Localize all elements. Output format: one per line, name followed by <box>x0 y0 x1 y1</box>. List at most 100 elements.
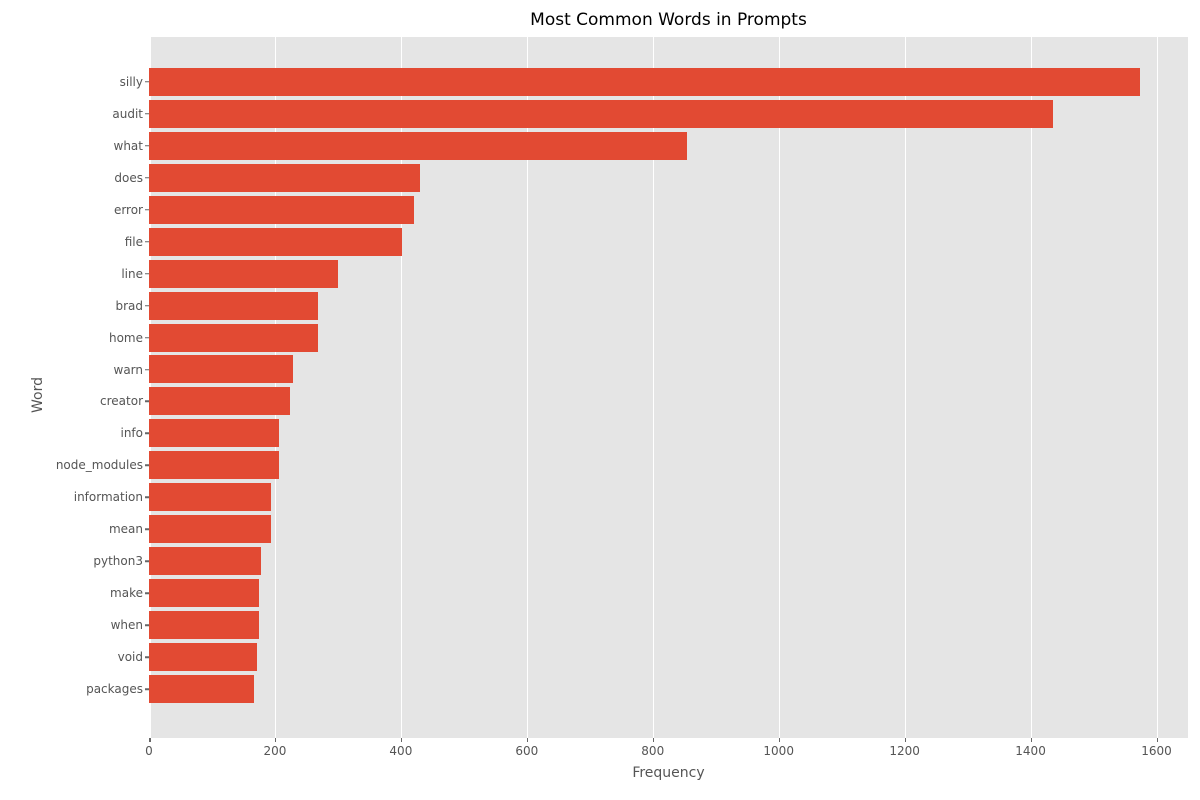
bar-row-file <box>149 226 1188 258</box>
ytick-mark-line <box>145 272 149 275</box>
ytick-mark-what <box>145 145 149 147</box>
xtick-label-400: 400 <box>389 744 413 758</box>
gridline-x-800 <box>652 37 655 738</box>
bar-brad <box>149 291 319 320</box>
ytick-label-void: void <box>117 650 143 665</box>
chart-title: Most Common Words in Prompts <box>530 10 807 30</box>
xtick-mark-0 <box>149 738 151 742</box>
bar-row-warn <box>149 353 1188 385</box>
gridline-x-600 <box>526 37 529 738</box>
ytick-label-what: what <box>113 138 143 153</box>
gridline-x-400 <box>400 37 403 738</box>
ytick-mark-silly <box>145 81 149 83</box>
bar-row-line <box>149 258 1188 290</box>
bar-creator <box>149 387 291 416</box>
ytick-mark-info <box>145 432 149 435</box>
ytick-label-home: home <box>108 330 143 345</box>
bar-mean <box>149 515 272 544</box>
xtick-mark-800 <box>652 738 655 742</box>
xtick-mark-1600 <box>1156 738 1158 742</box>
bar-row-audit <box>149 98 1188 130</box>
bar-row-python3 <box>149 545 1188 577</box>
bar-home <box>149 323 318 352</box>
ytick-label-creator: creator <box>100 394 143 409</box>
bar-error <box>149 195 415 224</box>
xtick-label-200: 200 <box>263 744 287 758</box>
bar-row-brad <box>149 290 1188 322</box>
x-axis-label: Frequency <box>632 765 705 781</box>
bar-row-packages <box>149 673 1188 705</box>
bar-row-make <box>149 577 1188 609</box>
ytick-mark-make <box>145 592 149 594</box>
ytick-label-silly: silly <box>119 74 143 89</box>
ytick-label-does: does <box>114 170 143 185</box>
ytick-mark-does <box>145 177 149 179</box>
bar-row-mean <box>149 513 1188 545</box>
bar-row-error <box>149 194 1188 226</box>
ytick-label-make: make <box>110 586 143 601</box>
ytick-mark-packages <box>145 688 149 690</box>
ytick-mark-creator <box>145 400 149 403</box>
ytick-mark-brad <box>145 304 149 307</box>
bar-row-does <box>149 162 1188 194</box>
ytick-label-file: file <box>124 234 143 249</box>
ytick-label-brad: brad <box>115 298 143 313</box>
ytick-mark-file <box>145 240 149 243</box>
xtick-mark-400 <box>400 738 403 742</box>
ytick-mark-node_modules <box>145 464 149 467</box>
bar-row-home <box>149 322 1188 354</box>
ytick-label-warn: warn <box>113 362 144 377</box>
ytick-label-audit: audit <box>112 106 143 121</box>
bar-does <box>149 163 420 192</box>
xtick-mark-600 <box>526 738 529 742</box>
ytick-label-information: information <box>73 490 143 505</box>
xtick-label-600: 600 <box>515 744 539 758</box>
bar-information <box>149 483 272 512</box>
bar-packages <box>149 674 255 703</box>
ytick-label-mean: mean <box>108 522 143 537</box>
ytick-mark-warn <box>145 368 149 371</box>
bar-info <box>149 419 279 448</box>
xtick-mark-1000 <box>778 738 781 742</box>
ytick-mark-when <box>145 624 149 626</box>
bar-row-void <box>149 641 1188 673</box>
xtick-mark-1200 <box>904 738 907 742</box>
ytick-label-packages: packages <box>86 682 143 697</box>
bar-what <box>149 131 688 160</box>
gridline-x-1000 <box>778 37 781 738</box>
bar-make <box>149 579 260 607</box>
xtick-label-800: 800 <box>641 744 665 758</box>
xtick-label-1000: 1000 <box>763 744 794 758</box>
xtick-label-1400: 1400 <box>1015 744 1046 758</box>
ytick-mark-home <box>145 336 149 339</box>
bar-line <box>149 259 338 288</box>
ytick-label-node_modules: node_modules <box>55 458 143 473</box>
gridline-x-1200 <box>904 37 907 738</box>
bar-node_modules <box>149 451 279 480</box>
bar-row-info <box>149 417 1188 449</box>
ytick-label-when: when <box>110 618 143 633</box>
bar-file <box>149 227 402 256</box>
xtick-label-1600: 1600 <box>1141 744 1172 758</box>
plot-area <box>149 37 1188 738</box>
bar-row-creator <box>149 385 1188 417</box>
gridline-x-1400 <box>1030 37 1033 738</box>
xtick-label-0: 0 <box>145 744 153 758</box>
bar-audit <box>149 99 1053 128</box>
xtick-mark-200 <box>274 738 277 742</box>
ytick-label-python3: python3 <box>93 554 143 569</box>
ytick-label-error: error <box>113 202 143 217</box>
bar-row-when <box>149 609 1188 641</box>
bar-row-silly <box>149 66 1188 98</box>
bar-row-what <box>149 130 1188 162</box>
gridline-x-1600 <box>1156 37 1158 738</box>
ytick-mark-python3 <box>145 560 149 562</box>
bars-region <box>149 66 1188 705</box>
bar-row-node_modules <box>149 449 1188 481</box>
ytick-label-info: info <box>120 426 143 441</box>
ytick-mark-void <box>145 656 149 658</box>
xtick-mark-1400 <box>1030 738 1033 742</box>
bar-warn <box>149 355 293 384</box>
bar-row-information <box>149 481 1188 513</box>
